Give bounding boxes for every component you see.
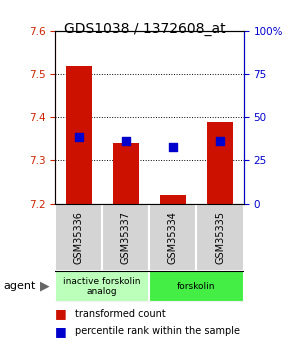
Text: GDS1038 / 1372608_at: GDS1038 / 1372608_at: [64, 22, 226, 37]
Bar: [149, 204, 196, 271]
Bar: [102, 204, 149, 271]
Point: [218, 138, 222, 144]
Bar: [160, 195, 186, 204]
Text: percentile rank within the sample: percentile rank within the sample: [75, 326, 240, 336]
Text: ■: ■: [55, 307, 67, 321]
Text: GSM35337: GSM35337: [121, 211, 131, 264]
Bar: [55, 204, 102, 271]
Text: GSM35335: GSM35335: [215, 211, 225, 264]
Bar: [149, 271, 244, 302]
Bar: [55, 271, 149, 302]
Bar: [207, 121, 233, 204]
Bar: [113, 143, 139, 204]
Text: GSM35336: GSM35336: [74, 211, 84, 264]
Bar: [66, 66, 92, 204]
Text: inactive forskolin
analog: inactive forskolin analog: [64, 277, 141, 296]
Point: [124, 138, 128, 144]
Text: agent: agent: [3, 282, 35, 291]
Text: ▶: ▶: [40, 280, 50, 293]
Text: transformed count: transformed count: [75, 309, 166, 319]
Text: forskolin: forskolin: [177, 282, 216, 291]
Point: [76, 134, 81, 139]
Text: GSM35334: GSM35334: [168, 211, 178, 264]
Text: ■: ■: [55, 325, 67, 338]
Point: [171, 145, 175, 150]
Bar: [196, 204, 244, 271]
